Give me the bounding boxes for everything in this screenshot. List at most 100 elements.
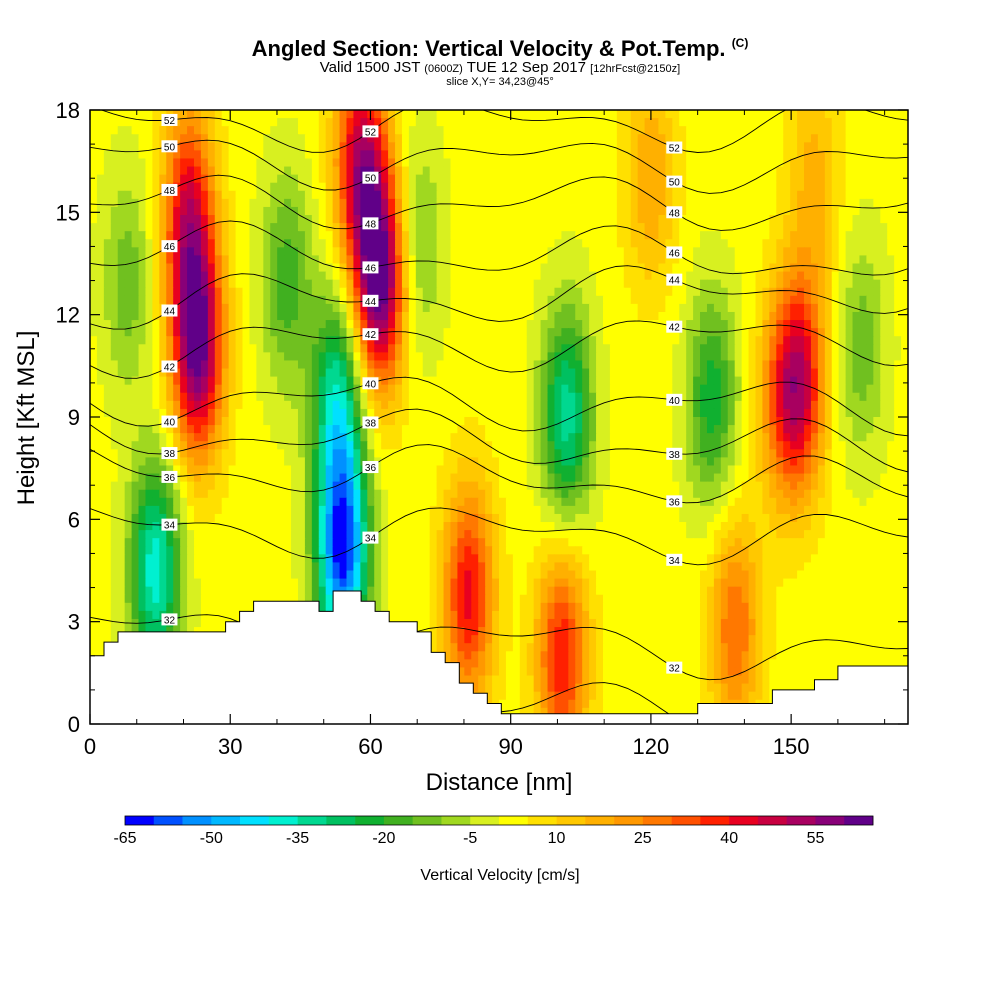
velocity-cell bbox=[103, 425, 112, 434]
velocity-cell bbox=[679, 336, 687, 345]
velocity-cell bbox=[679, 223, 687, 232]
velocity-cell bbox=[464, 368, 472, 378]
velocity-cell bbox=[381, 134, 389, 143]
velocity-cell bbox=[110, 400, 119, 410]
velocity-cell bbox=[505, 425, 514, 434]
velocity-cell bbox=[187, 328, 195, 337]
velocity-cell bbox=[145, 279, 153, 289]
velocity-cell bbox=[346, 279, 355, 289]
velocity-cell bbox=[734, 110, 743, 119]
velocity-cell bbox=[783, 158, 791, 168]
velocity-cell bbox=[824, 441, 833, 450]
velocity-cell bbox=[346, 425, 355, 434]
velocity-cell bbox=[831, 263, 840, 273]
velocity-cell bbox=[117, 215, 126, 224]
velocity-cell bbox=[589, 425, 597, 434]
velocity-cell bbox=[304, 263, 313, 273]
velocity-cell bbox=[720, 352, 729, 362]
velocity-cell bbox=[901, 182, 908, 192]
velocity-cell bbox=[297, 344, 306, 353]
velocity-cell bbox=[658, 279, 666, 289]
velocity-cell bbox=[762, 198, 770, 208]
velocity-cell bbox=[297, 425, 306, 434]
velocity-cell bbox=[894, 344, 902, 353]
velocity-cell bbox=[568, 247, 576, 257]
velocity-cell bbox=[727, 150, 736, 160]
velocity-cell bbox=[859, 239, 867, 248]
velocity-cell bbox=[159, 295, 167, 305]
velocity-cell bbox=[866, 303, 874, 313]
velocity-cell bbox=[90, 320, 98, 329]
velocity-cell bbox=[339, 198, 348, 208]
velocity-cell bbox=[325, 271, 334, 281]
velocity-cell bbox=[339, 392, 348, 402]
velocity-cell bbox=[374, 255, 382, 265]
velocity-cell bbox=[318, 392, 327, 402]
velocity-cell bbox=[651, 408, 660, 418]
velocity-cell bbox=[623, 360, 632, 370]
velocity-cell bbox=[769, 384, 777, 394]
velocity-cell bbox=[145, 142, 153, 151]
velocity-cell bbox=[117, 352, 126, 362]
velocity-cell bbox=[374, 182, 382, 192]
velocity-cell bbox=[429, 417, 438, 426]
velocity-cell bbox=[852, 271, 861, 281]
velocity-cell bbox=[554, 295, 562, 305]
velocity-cell bbox=[623, 320, 632, 329]
velocity-cell bbox=[706, 311, 715, 321]
velocity-cell bbox=[270, 198, 278, 208]
velocity-cell bbox=[159, 255, 167, 265]
velocity-cell bbox=[478, 400, 486, 410]
velocity-cell bbox=[769, 376, 777, 386]
velocity-cell bbox=[443, 368, 452, 378]
velocity-cell bbox=[505, 417, 514, 426]
velocity-cell bbox=[429, 344, 438, 353]
velocity-cell bbox=[797, 110, 805, 119]
velocity-cell bbox=[228, 231, 237, 240]
velocity-cell bbox=[609, 336, 618, 345]
velocity-cell bbox=[318, 190, 327, 200]
velocity-cell bbox=[637, 352, 646, 362]
velocity-cell bbox=[263, 198, 271, 208]
velocity-cell bbox=[235, 449, 244, 458]
velocity-cell bbox=[193, 247, 202, 257]
velocity-cell bbox=[616, 352, 625, 362]
velocity-cell bbox=[485, 206, 493, 216]
velocity-cell bbox=[221, 198, 230, 208]
velocity-cell bbox=[138, 223, 147, 232]
velocity-cell bbox=[145, 215, 153, 224]
velocity-cell bbox=[110, 303, 119, 313]
velocity-cell bbox=[145, 433, 153, 442]
velocity-cell bbox=[415, 376, 424, 386]
velocity-cell bbox=[623, 400, 632, 410]
velocity-cell bbox=[235, 110, 244, 119]
velocity-cell bbox=[263, 150, 271, 160]
velocity-cell bbox=[228, 320, 237, 329]
velocity-cell bbox=[297, 142, 306, 151]
velocity-cell bbox=[297, 231, 306, 240]
velocity-cell bbox=[131, 449, 140, 458]
velocity-cell bbox=[783, 311, 791, 321]
velocity-cell bbox=[436, 336, 445, 345]
velocity-cell bbox=[200, 142, 209, 151]
velocity-cell bbox=[367, 231, 375, 240]
velocity-cell bbox=[131, 344, 140, 353]
velocity-cell bbox=[180, 425, 188, 434]
velocity-cell bbox=[408, 166, 417, 176]
velocity-cell bbox=[880, 215, 888, 224]
velocity-cell bbox=[450, 303, 458, 313]
velocity-cell bbox=[720, 384, 729, 394]
velocity-cell bbox=[270, 182, 278, 192]
velocity-cell bbox=[644, 263, 653, 273]
velocity-cell bbox=[415, 142, 424, 151]
velocity-cell bbox=[332, 190, 341, 200]
velocity-cell bbox=[748, 215, 757, 224]
velocity-cell bbox=[755, 336, 764, 345]
velocity-cell bbox=[450, 408, 458, 418]
velocity-cell bbox=[291, 368, 299, 378]
velocity-cell bbox=[547, 126, 556, 135]
velocity-cell bbox=[346, 392, 355, 402]
velocity-cell bbox=[547, 190, 556, 200]
velocity-cell bbox=[589, 247, 597, 257]
velocity-cell bbox=[207, 287, 216, 297]
